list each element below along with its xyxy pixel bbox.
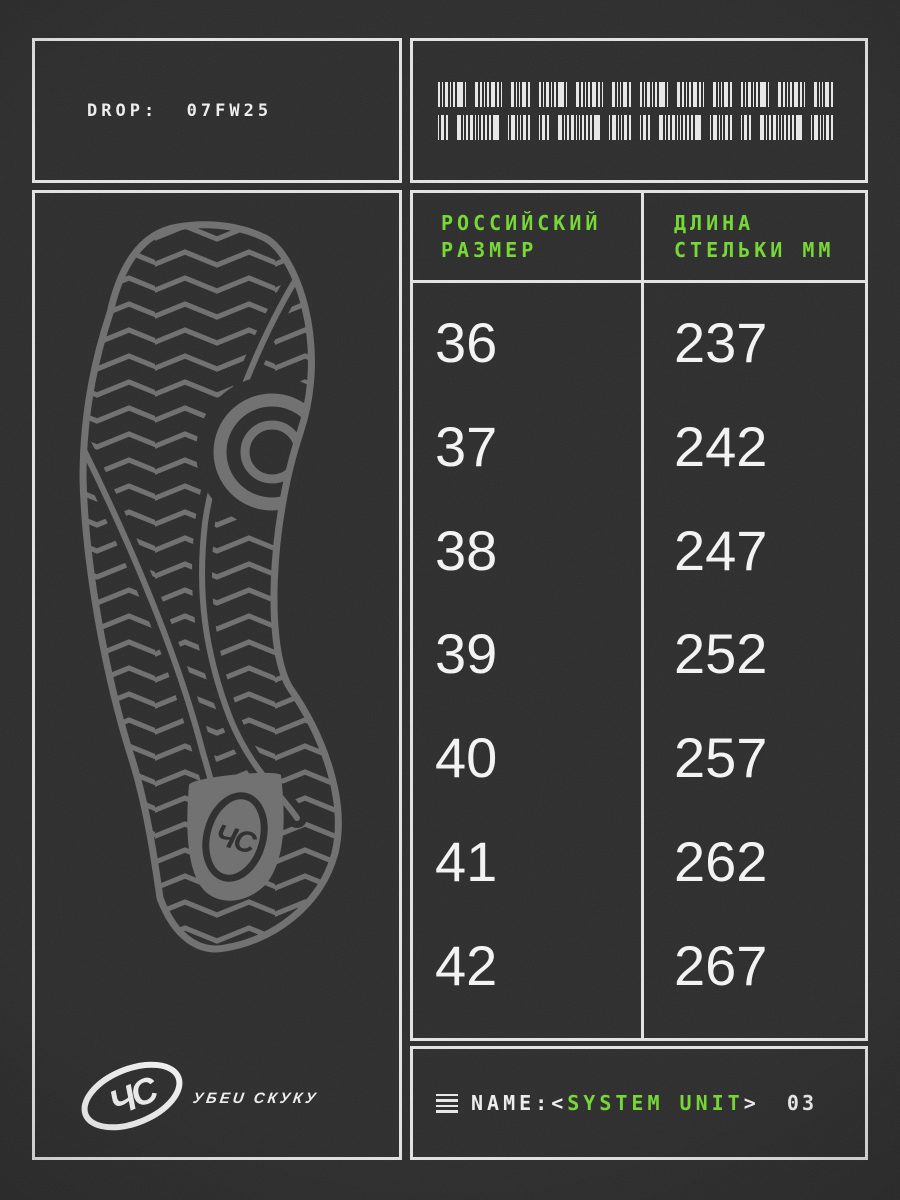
ru-size-value: 40 (435, 726, 498, 790)
justify-lines-icon (436, 1093, 458, 1113)
table-row: 40 257 (413, 730, 865, 786)
name-value: SYSTEM UNIT (567, 1091, 744, 1115)
ru-size-value: 37 (435, 414, 498, 478)
ru-size-value: 38 (435, 518, 498, 582)
bullseye-detail (196, 376, 339, 528)
insole-length-value: 257 (674, 726, 768, 790)
header-line: СТЕЛЬКИ ММ (674, 237, 835, 262)
table-row: 37 242 (413, 414, 865, 478)
header-line: ДЛИНА (674, 210, 755, 235)
name-label: NAME:<SYSTEM UNIT> (471, 1091, 760, 1115)
size-table-header: РОССИЙСКИЙ РАЗМЕР ДЛИНА СТЕЛЬКИ ММ (413, 193, 865, 280)
barcode-box (410, 38, 868, 183)
header-line: РОССИЙСКИЙ (441, 210, 602, 235)
table-row: 39 252 (413, 626, 865, 682)
sole-panel: ЧС ЧС УБЕU СКУКУ (32, 190, 402, 1160)
insole-length-value: 267 (674, 933, 768, 997)
page-number: 03 (786, 1091, 817, 1115)
insole-length-value: 237 (674, 310, 768, 374)
ru-size-value: 42 (435, 933, 498, 997)
size-table-body: 36 237 37 242 38 247 39 252 40 257 41 262 42 267 (413, 283, 865, 1038)
name-prefix: NAME: (471, 1091, 552, 1115)
column-header-ru-size: РОССИЙСКИЙ РАЗМЕР (413, 193, 644, 280)
barcode (438, 81, 840, 140)
bracket-open: < (551, 1091, 568, 1115)
brand-wordmark: УБЕU СКУКУ (191, 1090, 320, 1107)
drop-label: DROP: 07FW25 (87, 100, 273, 121)
table-row: 42 267 (413, 933, 865, 997)
drop-box: DROP: 07FW25 (32, 38, 402, 183)
ru-size-value: 41 (435, 830, 498, 894)
column-header-insole-length: ДЛИНА СТЕЛЬКИ ММ (644, 193, 865, 280)
bracket-close: > (743, 1091, 760, 1115)
name-bar: NAME:<SYSTEM UNIT> 03 (410, 1046, 868, 1160)
table-row: 38 247 (413, 518, 865, 582)
ru-size-value: 36 (435, 310, 498, 374)
sole-print-graphic: ЧС (79, 221, 342, 953)
insole-length-value: 262 (674, 830, 768, 894)
header-line: РАЗМЕР (441, 237, 538, 262)
table-row: 41 262 (413, 834, 865, 890)
ru-size-value: 39 (435, 622, 498, 686)
size-table: РОССИЙСКИЙ РАЗМЕР ДЛИНА СТЕЛЬКИ ММ 36 237… (410, 190, 868, 1041)
barcode-row (438, 81, 840, 107)
insole-length-value: 242 (674, 414, 768, 478)
table-column-divider (641, 193, 644, 1038)
table-row: 36 237 (413, 310, 865, 374)
barcode-row (438, 114, 840, 140)
insole-length-value: 247 (674, 518, 768, 582)
insole-length-value: 252 (674, 622, 768, 686)
